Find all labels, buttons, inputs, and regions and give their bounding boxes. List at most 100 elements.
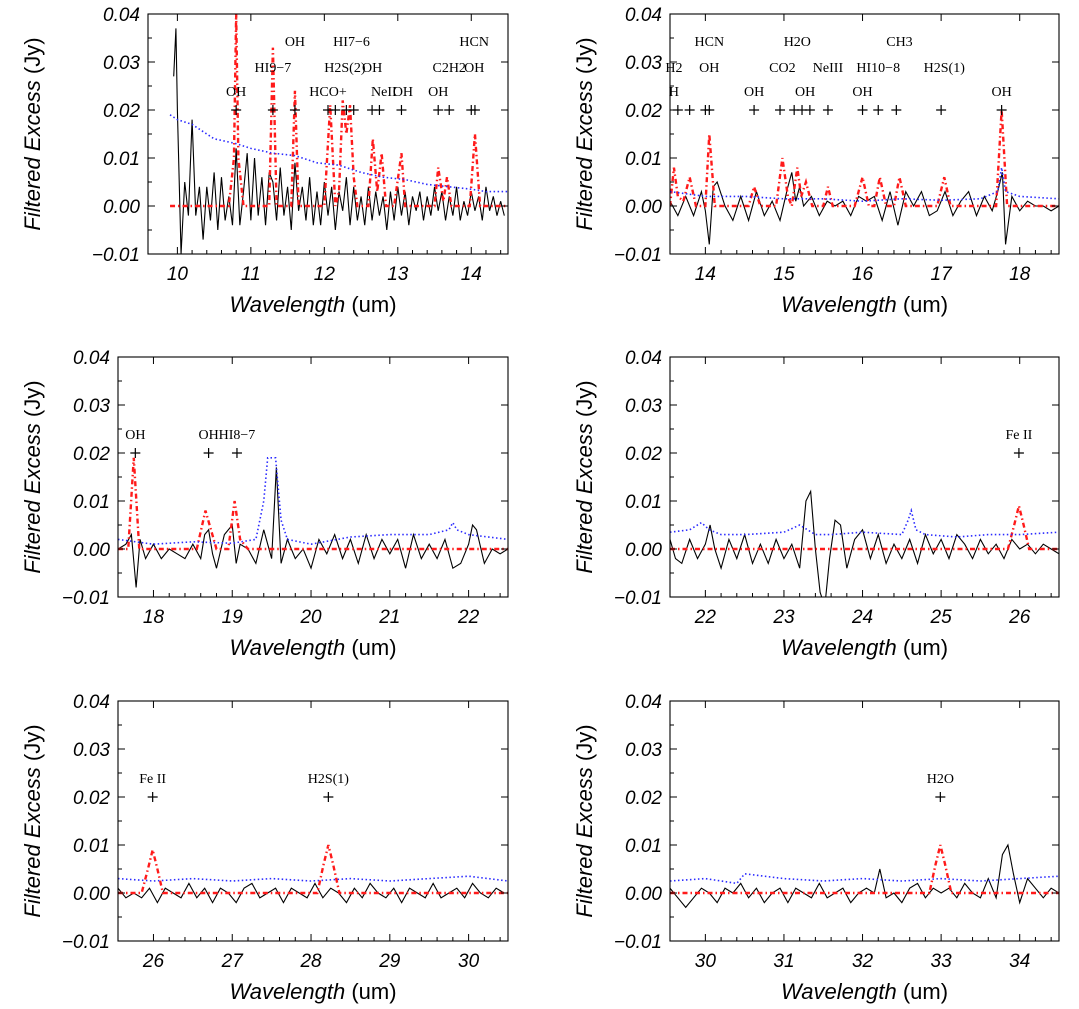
plot-frame [117, 700, 509, 942]
x-axis-unit: (um) [903, 292, 948, 317]
y-axis-label: Filtered Excess [20, 74, 45, 231]
series-observed [118, 882, 505, 904]
x-axis-unit: (um) [351, 635, 396, 660]
x-axis-title: Wavelength (um) [229, 635, 396, 660]
y-tick-label: 0.03 [625, 53, 662, 74]
x-tick-label: 20 [299, 607, 322, 628]
x-tick-label: 17 [931, 264, 954, 285]
series-noise [118, 875, 508, 882]
y-axis-label: Filtered Excess [572, 74, 597, 231]
line-label: NeIII [813, 61, 844, 76]
y-tick-label: 0.01 [73, 836, 110, 857]
line-position-marker [267, 105, 278, 115]
line-position-marker [672, 105, 683, 115]
x-tick-label: 13 [387, 264, 409, 285]
x-axis-unit: (um) [351, 292, 396, 317]
y-axis-label: Filtered Excess [20, 417, 45, 574]
line-label: CH3 [886, 35, 912, 50]
x-tick-label: 19 [222, 607, 244, 628]
y-tick-label: 0.01 [625, 836, 662, 857]
y-tick-label: 0.04 [103, 5, 140, 26]
x-tick-label: 22 [457, 607, 480, 628]
series-model [670, 844, 1059, 895]
line-position-marker [936, 105, 947, 115]
series-model [118, 457, 508, 551]
series-noise [670, 507, 1059, 538]
y-tick-label: 0.04 [73, 692, 110, 713]
line-label: HI7−6 [333, 35, 370, 50]
x-tick-label: 15 [773, 264, 795, 285]
line-position-marker [130, 448, 141, 458]
line-label: HI10−8 [856, 61, 900, 76]
line-label: OH [393, 85, 413, 100]
y-tick-label: 0.00 [73, 884, 110, 905]
y-tick-label: 0.02 [625, 444, 662, 465]
x-tick-label: 25 [930, 607, 953, 628]
y-tick-label: 0.02 [625, 788, 662, 809]
x-tick-label: 11 [241, 264, 261, 285]
line-position-marker [749, 105, 760, 115]
series-model [670, 505, 1059, 551]
chart-panel-bottom-left: −0.01 0.00 0.01 0.02 0.03 0.04 26 27 28 29 30 Wavel… [20, 692, 509, 1004]
line-position-marker [147, 792, 158, 802]
series-observed [670, 172, 1059, 245]
line-label: HCN [695, 35, 725, 50]
series-model [670, 109, 1059, 211]
line-label: OH [125, 428, 145, 443]
y-tick-label: 0.03 [73, 396, 110, 417]
x-axis-title: Wavelength (um) [781, 292, 948, 317]
y-axis-unit: (Jy) [572, 724, 597, 761]
line-position-marker [804, 105, 815, 115]
line-label: H2S(1) [308, 772, 350, 787]
x-tick-label: 34 [1009, 951, 1030, 972]
y-tick-label: 0.03 [73, 740, 110, 761]
line-label: OH [198, 428, 218, 443]
line-position-marker [348, 105, 359, 115]
line-label: H2O [784, 35, 811, 50]
series-observed [118, 467, 508, 588]
line-position-marker [935, 792, 946, 802]
line-label: Fe II [139, 772, 166, 787]
y-tick-label: 0.03 [625, 396, 662, 417]
x-axis-title: Wavelength (um) [229, 292, 396, 317]
y-axis-title: Filtered Excess (Jy) [572, 37, 597, 230]
y-tick-label: 0.02 [625, 101, 662, 122]
line-label: OH [795, 85, 815, 100]
series-noise [670, 872, 1059, 885]
y-tick-label: 0.01 [103, 149, 140, 170]
x-tick-label: 16 [852, 264, 874, 285]
line-label: H2O [927, 772, 954, 787]
line-label: OH [464, 61, 484, 76]
line-label: H2S(2) [324, 61, 366, 76]
y-tick-label: 0.04 [625, 5, 662, 26]
y-axis-unit: (Jy) [20, 37, 45, 74]
chart-panel-bottom-right: −0.01 0.00 0.01 0.02 0.03 0.04 30 31 32 33 34 Wavel… [572, 692, 1060, 1004]
x-axis-unit: (um) [903, 979, 948, 1004]
y-tick-label: 0.02 [73, 444, 110, 465]
line-position-marker [891, 105, 902, 115]
line-label: OH [852, 85, 872, 100]
line-position-marker [857, 105, 868, 115]
y-tick-label: 0.00 [103, 197, 140, 218]
chart-panel-top-right: −0.01 0.00 0.01 0.02 0.03 0.04 14 15 16 17 18 Wavel… [572, 5, 1060, 317]
line-label: HI9−7 [255, 61, 292, 76]
line-position-marker [822, 105, 833, 115]
series-noise [118, 457, 508, 546]
x-axis-label: Wavelength [229, 292, 351, 317]
y-tick-label: 0.01 [625, 149, 662, 170]
y-tick-label: 0.04 [625, 692, 662, 713]
y-axis-title: Filtered Excess (Jy) [572, 380, 597, 573]
line-position-marker [684, 105, 695, 115]
line-label: OH [362, 61, 382, 76]
x-tick-label: 26 [142, 951, 165, 972]
y-tick-label: 0.01 [625, 492, 662, 513]
line-position-marker [323, 792, 334, 802]
line-label: OH [992, 85, 1012, 100]
series-noise [670, 167, 1059, 203]
line-label: OH [428, 85, 448, 100]
line-position-marker [444, 105, 455, 115]
y-tick-label: 0.02 [103, 101, 140, 122]
line-position-marker [873, 105, 884, 115]
x-tick-label: 18 [1009, 264, 1031, 285]
line-position-marker [231, 448, 242, 458]
